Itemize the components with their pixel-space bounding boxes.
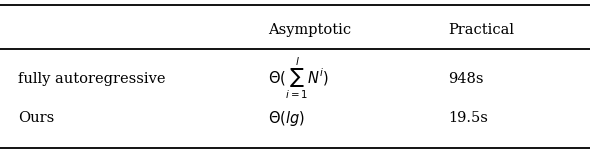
Text: Ours: Ours	[18, 111, 54, 125]
Text: $\Theta(\sum_{i=1}^{l} N^i)$: $\Theta(\sum_{i=1}^{l} N^i)$	[268, 56, 329, 101]
Text: 19.5s: 19.5s	[448, 111, 489, 125]
Text: 948s: 948s	[448, 72, 484, 86]
Text: fully autoregressive: fully autoregressive	[18, 72, 165, 86]
Text: $\Theta(lg)$: $\Theta(lg)$	[268, 109, 306, 128]
Text: Practical: Practical	[448, 22, 514, 37]
Text: Asymptotic: Asymptotic	[268, 22, 352, 37]
